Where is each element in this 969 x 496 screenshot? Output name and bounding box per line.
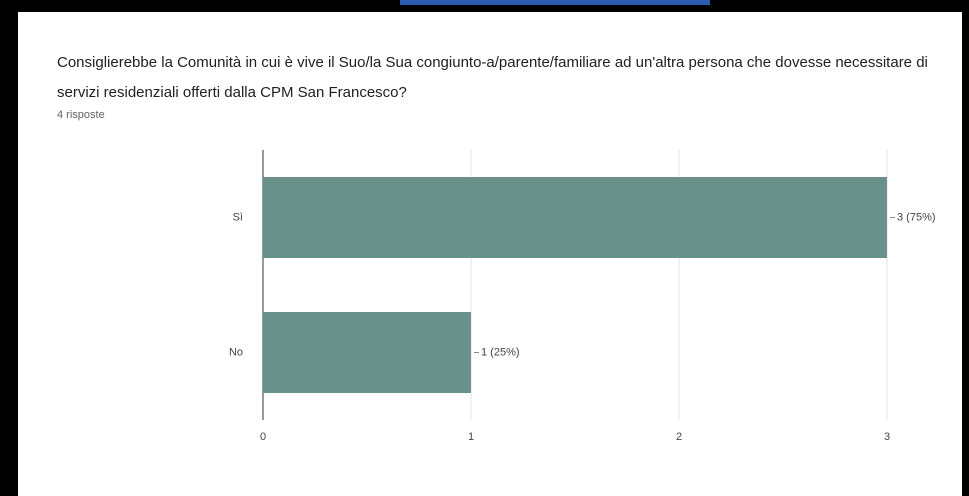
x-tick-label: 1: [468, 431, 474, 443]
y-tick-label: No: [229, 346, 243, 358]
x-tick-label: 2: [676, 431, 682, 443]
value-label: 1 (25%): [481, 346, 520, 358]
x-tick-label: 0: [260, 431, 266, 443]
x-tick-label: 3: [884, 431, 890, 443]
chart-title: Consiglierebbe la Comunità in cui è vive…: [57, 54, 928, 101]
y-tick-label: Sì: [233, 211, 243, 223]
bar: [263, 177, 887, 258]
value-label: 3 (75%): [897, 211, 936, 223]
chart: 0 1 2 3 Sì 3 (75%) No 1 (25%): [229, 150, 936, 443]
bar: [263, 312, 471, 393]
chart-subtitle: 4 risposte: [57, 109, 105, 121]
top-bar: [400, 0, 710, 5]
panel: Consiglierebbe la Comunità in cui è vive…: [18, 12, 962, 496]
